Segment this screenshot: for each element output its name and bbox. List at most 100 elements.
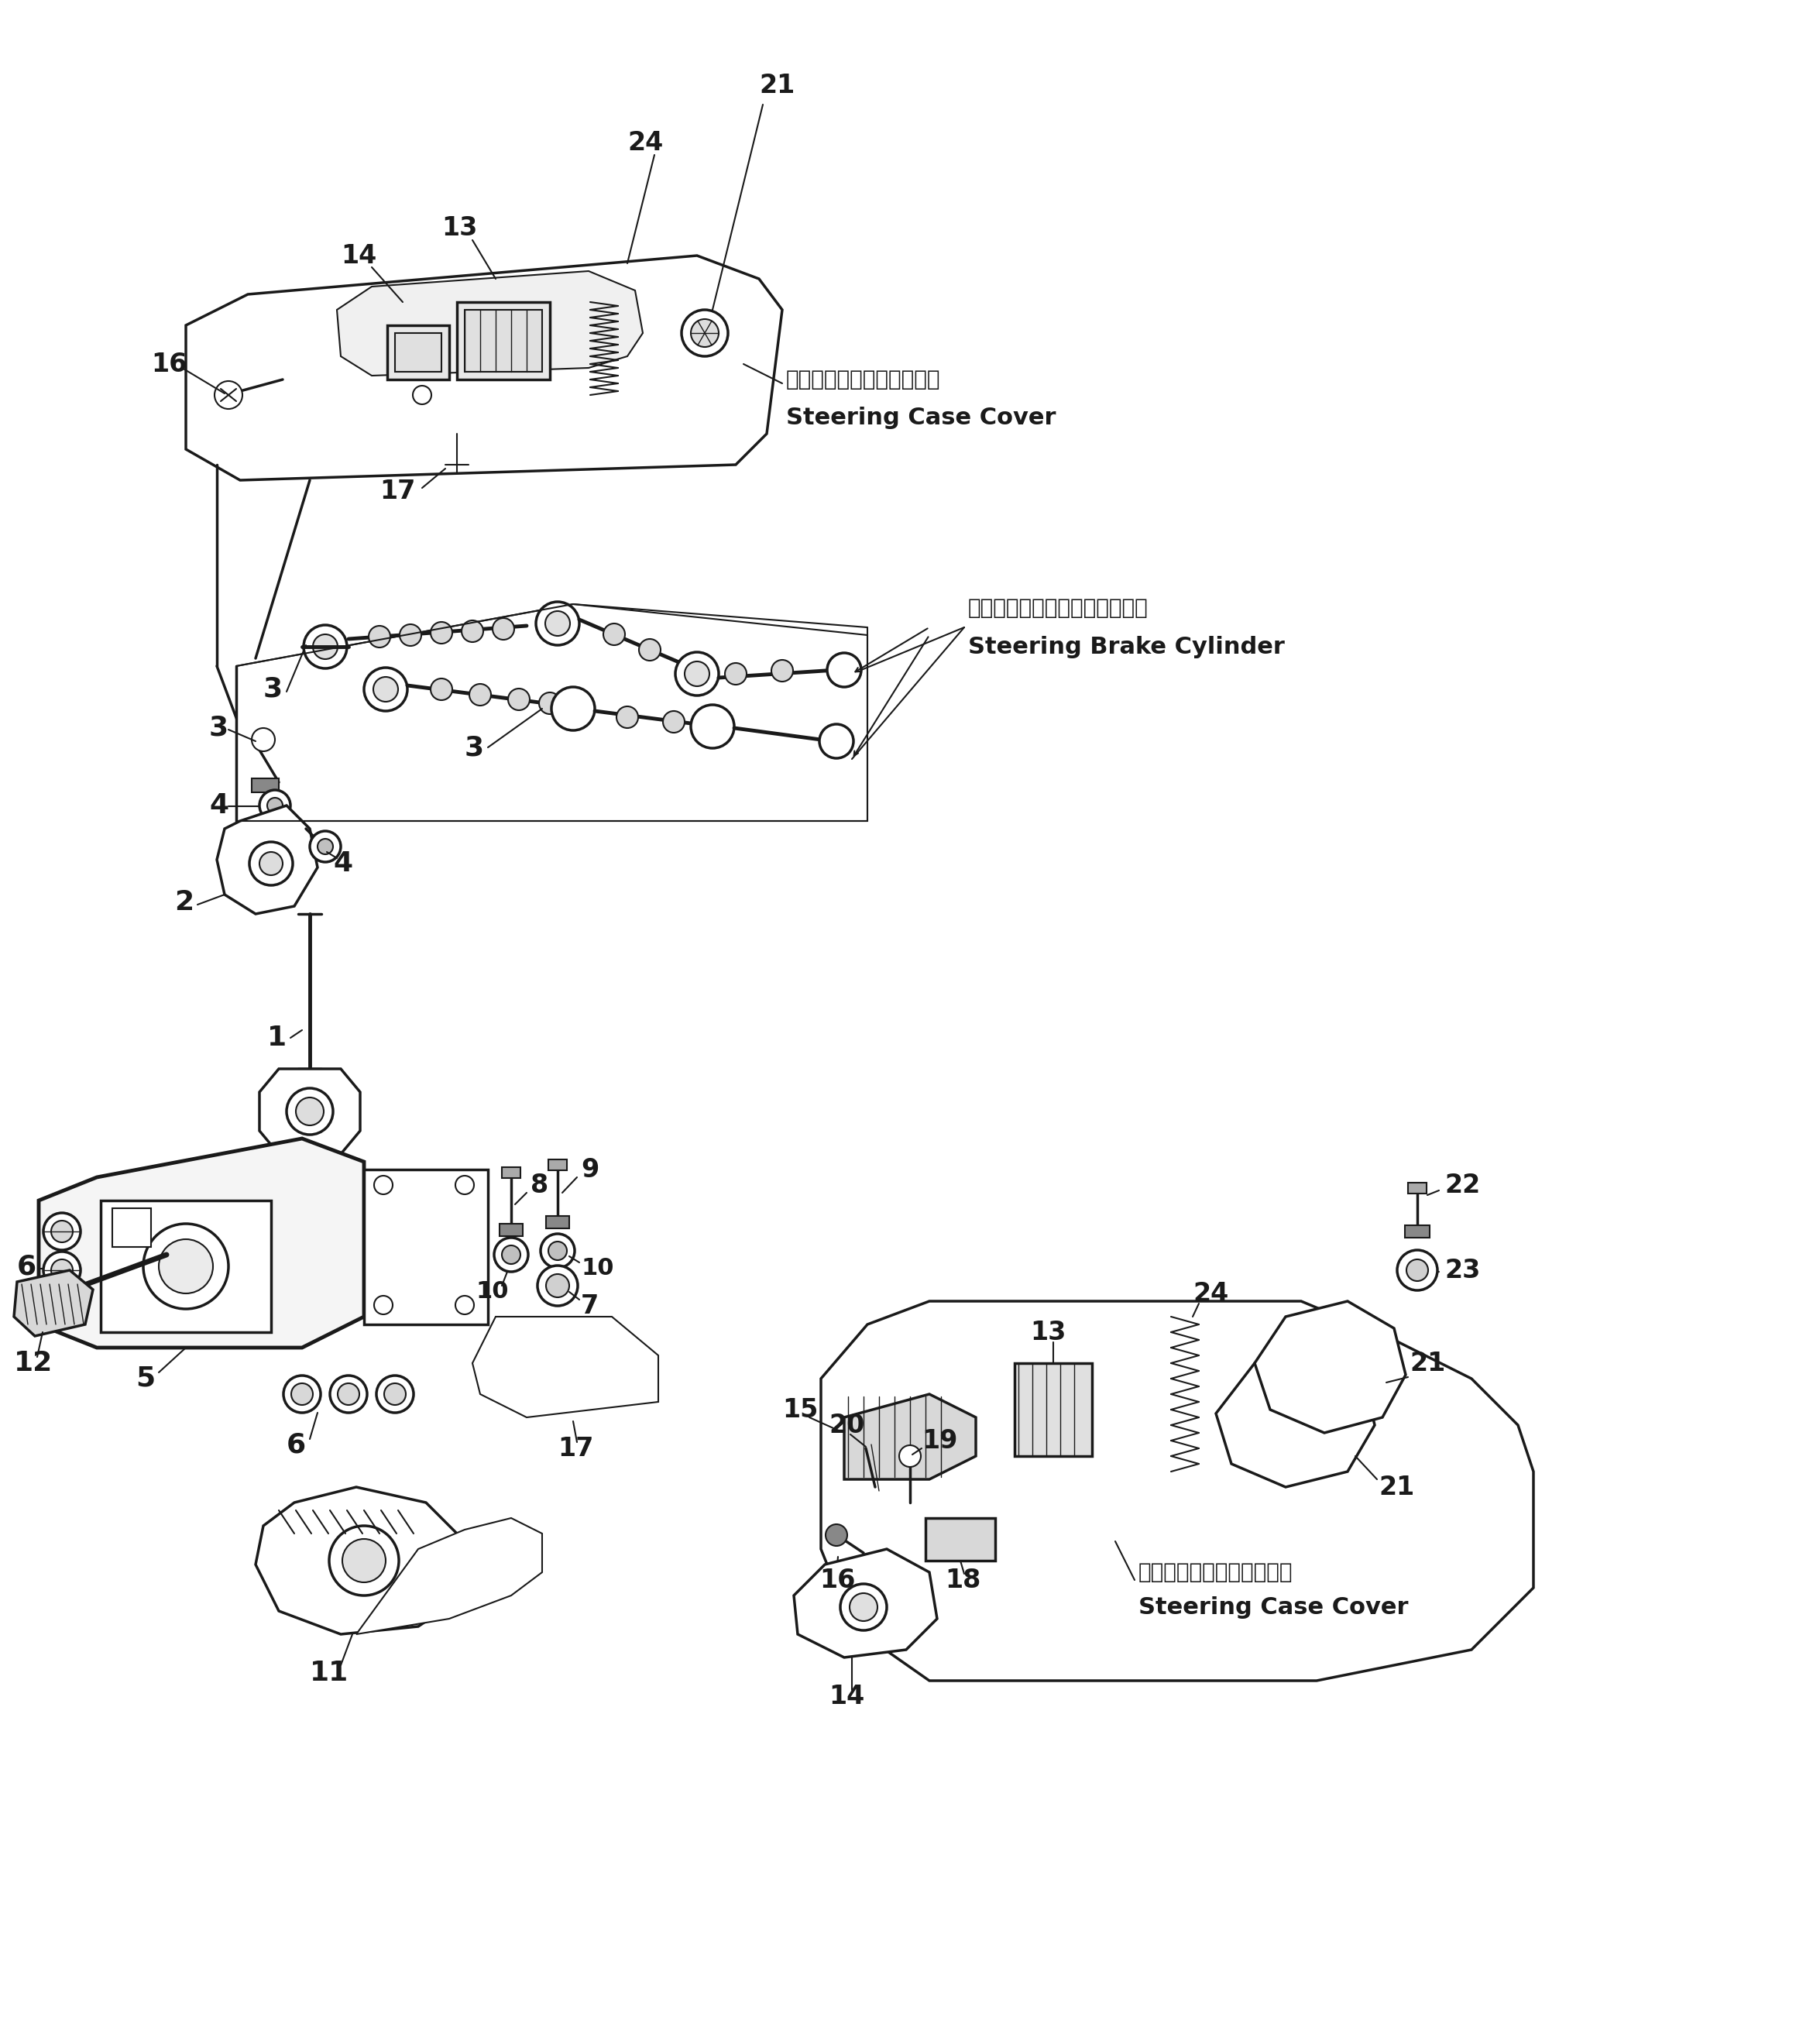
Circle shape — [602, 623, 624, 646]
Text: Steering Case Cover: Steering Case Cover — [1139, 1596, 1409, 1618]
Text: 17: 17 — [557, 1435, 593, 1462]
Circle shape — [291, 1382, 313, 1405]
Circle shape — [249, 842, 293, 885]
Circle shape — [51, 1259, 73, 1281]
Bar — [546, 1216, 570, 1228]
Circle shape — [364, 668, 408, 710]
Circle shape — [373, 676, 399, 702]
Text: Steering Brake Cylinder: Steering Brake Cylinder — [968, 635, 1285, 658]
Circle shape — [51, 1220, 73, 1242]
Circle shape — [826, 654, 861, 686]
Bar — [926, 1518, 996, 1561]
Text: 24: 24 — [628, 130, 662, 156]
Text: 6: 6 — [286, 1431, 306, 1458]
Circle shape — [684, 662, 710, 686]
Circle shape — [144, 1224, 229, 1309]
Bar — [499, 1224, 522, 1236]
Text: 13: 13 — [1030, 1320, 1067, 1346]
Text: 20: 20 — [828, 1413, 864, 1437]
Circle shape — [548, 1242, 566, 1261]
Bar — [1014, 1362, 1092, 1456]
Circle shape — [1398, 1250, 1438, 1291]
Text: 4: 4 — [333, 851, 353, 877]
Text: 6: 6 — [16, 1253, 36, 1279]
Text: 1: 1 — [268, 1025, 286, 1052]
Text: 18: 18 — [945, 1567, 981, 1594]
Text: 3: 3 — [209, 715, 229, 741]
Text: 10: 10 — [477, 1281, 510, 1303]
Bar — [364, 1169, 488, 1324]
Text: 21: 21 — [1409, 1350, 1445, 1376]
Circle shape — [850, 1594, 877, 1622]
Circle shape — [339, 1382, 359, 1405]
Text: 16: 16 — [151, 351, 187, 378]
Polygon shape — [255, 1488, 464, 1634]
Text: ステアリングブレーキシリンダ: ステアリングブレーキシリンダ — [968, 597, 1148, 619]
Circle shape — [342, 1539, 386, 1581]
Circle shape — [493, 617, 515, 639]
Text: 21: 21 — [759, 73, 795, 97]
Circle shape — [541, 1234, 575, 1269]
Polygon shape — [15, 1271, 93, 1336]
Circle shape — [535, 601, 579, 646]
Text: 22: 22 — [1445, 1171, 1480, 1198]
Polygon shape — [217, 806, 317, 914]
Polygon shape — [186, 256, 783, 481]
Circle shape — [260, 853, 282, 875]
Circle shape — [1407, 1259, 1429, 1281]
Circle shape — [44, 1212, 80, 1250]
Circle shape — [215, 382, 242, 408]
Text: 14: 14 — [340, 244, 377, 268]
Circle shape — [44, 1253, 80, 1289]
Circle shape — [462, 621, 484, 641]
Circle shape — [284, 1376, 320, 1413]
Circle shape — [724, 664, 746, 684]
Circle shape — [377, 1376, 413, 1413]
Text: Steering Case Cover: Steering Case Cover — [786, 406, 1056, 430]
Polygon shape — [473, 1317, 659, 1417]
Bar — [1409, 1183, 1427, 1194]
Circle shape — [639, 639, 661, 660]
Circle shape — [546, 611, 570, 635]
Text: 24: 24 — [1192, 1281, 1228, 1305]
Text: 7: 7 — [581, 1293, 599, 1320]
Circle shape — [455, 1175, 473, 1194]
Circle shape — [546, 1275, 570, 1297]
Circle shape — [675, 652, 719, 696]
Bar — [457, 302, 550, 380]
Polygon shape — [237, 605, 868, 820]
Text: 13: 13 — [442, 215, 477, 242]
Circle shape — [329, 1376, 368, 1413]
Circle shape — [502, 1246, 521, 1265]
Text: 3: 3 — [464, 735, 484, 761]
Circle shape — [431, 621, 453, 644]
Text: ステアリングケースカバー: ステアリングケースカバー — [786, 369, 941, 390]
Bar — [388, 325, 450, 380]
Circle shape — [455, 1295, 473, 1313]
Text: 23: 23 — [1445, 1257, 1480, 1283]
Polygon shape — [357, 1518, 542, 1634]
Text: 19: 19 — [921, 1427, 957, 1453]
Polygon shape — [38, 1139, 364, 1348]
Circle shape — [260, 790, 291, 820]
Circle shape — [44, 1291, 80, 1328]
Circle shape — [617, 706, 639, 729]
Circle shape — [309, 830, 340, 863]
Polygon shape — [821, 1301, 1534, 1681]
Circle shape — [539, 692, 561, 715]
Text: 14: 14 — [828, 1683, 864, 1709]
Circle shape — [692, 704, 733, 749]
Bar — [548, 1159, 566, 1169]
Bar — [502, 1167, 521, 1177]
Text: 9: 9 — [581, 1157, 599, 1181]
Text: 15: 15 — [783, 1397, 819, 1423]
Polygon shape — [794, 1549, 937, 1656]
Text: 2: 2 — [175, 889, 193, 916]
Text: ステアリングケースカバー: ステアリングケースカバー — [1139, 1561, 1292, 1583]
Circle shape — [286, 1088, 333, 1135]
Polygon shape — [844, 1395, 976, 1480]
Polygon shape — [337, 272, 642, 376]
Circle shape — [413, 386, 431, 404]
Circle shape — [369, 625, 389, 648]
Circle shape — [268, 798, 282, 814]
